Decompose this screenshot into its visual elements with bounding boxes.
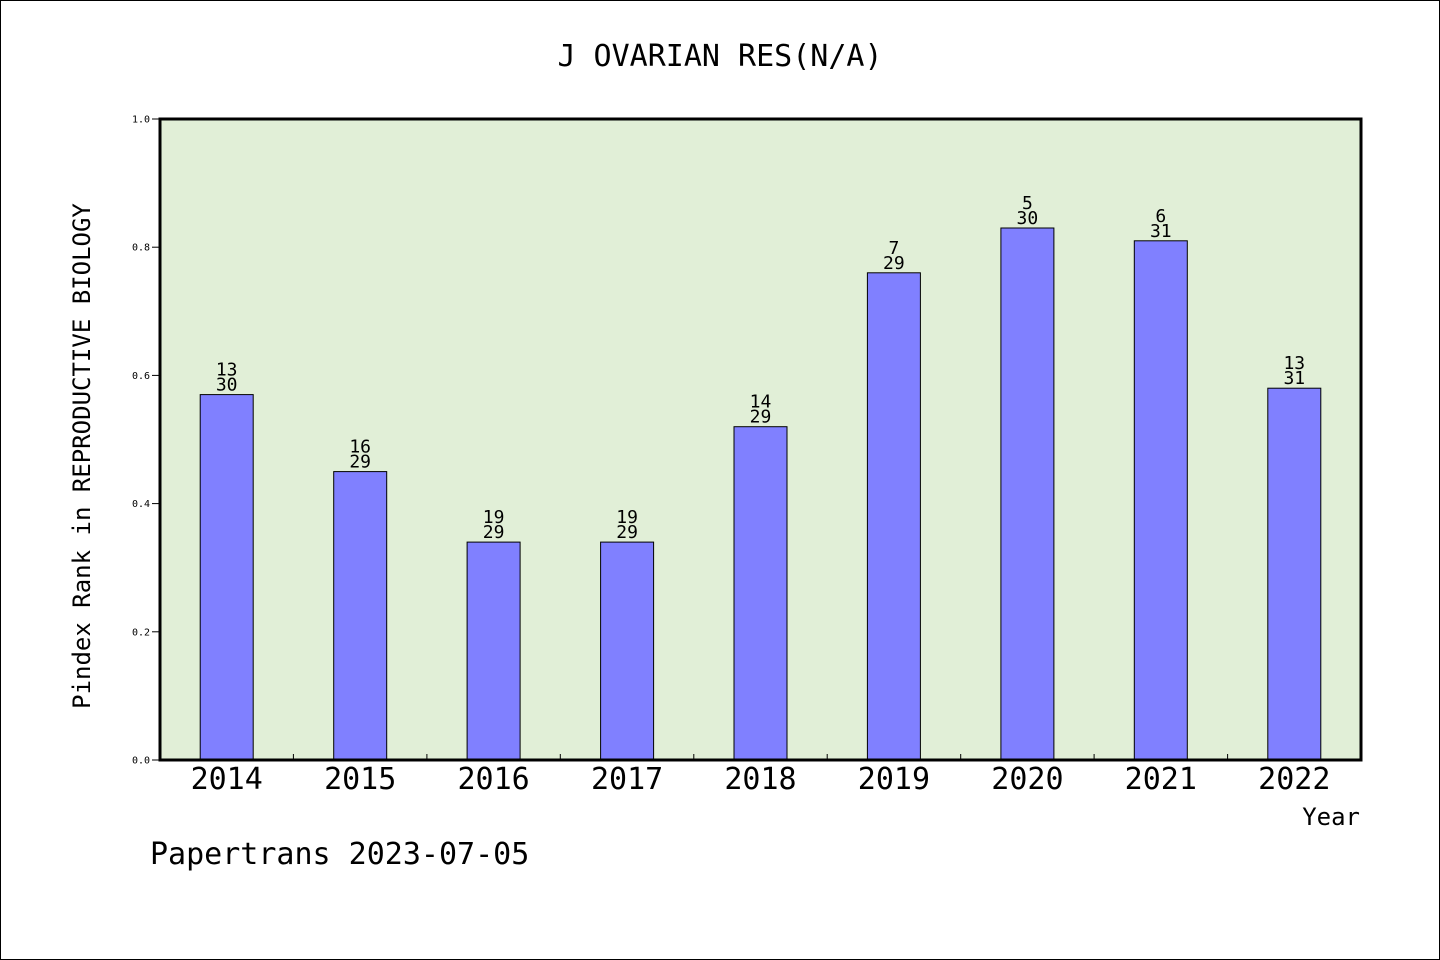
bar-2022: [1267, 387, 1322, 761]
y-tick-label: 0.6: [132, 371, 150, 382]
bar-rank-label: 14: [750, 392, 772, 413]
bar-2021: [1133, 240, 1188, 761]
x-tick-label: 2022: [1258, 762, 1330, 797]
bar-rank-label: 19: [616, 507, 638, 528]
bar-total-label: 29: [349, 452, 371, 473]
ticks-group: 2014 2015 2016 2017 2018 2019 2020 2021 2022 0.0 0…: [132, 115, 1330, 798]
bar-2016: [466, 541, 521, 761]
bar-rank-label: 7: [888, 238, 899, 259]
bar-total-label: 29: [883, 253, 905, 274]
y-tick-label: 0.4: [132, 499, 150, 510]
y-axis-label: Pindex Rank in REPRODUCTIVE BIOLOGY: [68, 203, 96, 709]
plot-border: [158, 117, 1363, 762]
bar-total-label: 29: [616, 522, 638, 543]
bar-2017: [600, 541, 655, 761]
bar-rank-label: 6: [1155, 206, 1166, 227]
bar-rank-label: 5: [1022, 193, 1033, 214]
bar-2018: [733, 426, 788, 761]
x-tick-label: 2017: [591, 762, 663, 797]
x-tick-label: 2018: [724, 762, 796, 797]
bar-rank-label: 19: [483, 507, 505, 528]
y-tick-label: 0.8: [132, 243, 150, 254]
x-tick-label: 2016: [457, 762, 529, 797]
x-axis-label: Year: [1302, 803, 1360, 831]
bar-rank-label: 16: [349, 437, 371, 458]
bar-total-label: 30: [216, 375, 238, 396]
bar-rank-label: 13: [1283, 353, 1305, 374]
bar-total-label: 29: [483, 522, 505, 543]
bar-2014: [199, 394, 254, 761]
bar-2020: [1000, 227, 1055, 761]
bar-total-label: 30: [1017, 208, 1039, 229]
bar-total-label: 31: [1150, 221, 1172, 242]
y-tick-label: 0.2: [132, 627, 150, 638]
x-tick-label: 2021: [1125, 762, 1197, 797]
x-tick-label: 2014: [191, 762, 263, 797]
footer-text: Papertrans 2023-07-05: [150, 837, 529, 872]
x-tick-label: 2015: [324, 762, 396, 797]
x-tick-label: 2019: [858, 762, 930, 797]
bar-2019: [866, 272, 921, 761]
x-tick-label: 2020: [991, 762, 1063, 797]
bar-total-label: 31: [1283, 368, 1305, 389]
bar-total-label: 29: [750, 407, 772, 428]
chart-title: J OVARIAN RES(N/A): [557, 39, 882, 74]
y-tick-label: 1.0: [132, 115, 150, 126]
bar-2015: [333, 471, 388, 761]
bar-rank-label: 13: [216, 360, 238, 381]
y-tick-label: 0.0: [132, 756, 150, 767]
